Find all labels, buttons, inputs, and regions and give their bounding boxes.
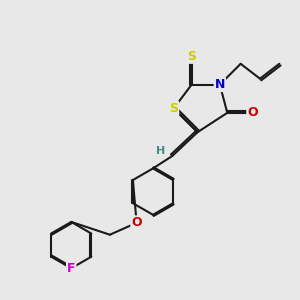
Text: O: O xyxy=(247,106,258,119)
Text: F: F xyxy=(67,262,76,275)
Text: S: S xyxy=(187,50,196,63)
Text: S: S xyxy=(169,102,178,115)
Text: N: N xyxy=(215,78,225,91)
Text: O: O xyxy=(131,216,142,229)
Text: H: H xyxy=(156,146,165,157)
